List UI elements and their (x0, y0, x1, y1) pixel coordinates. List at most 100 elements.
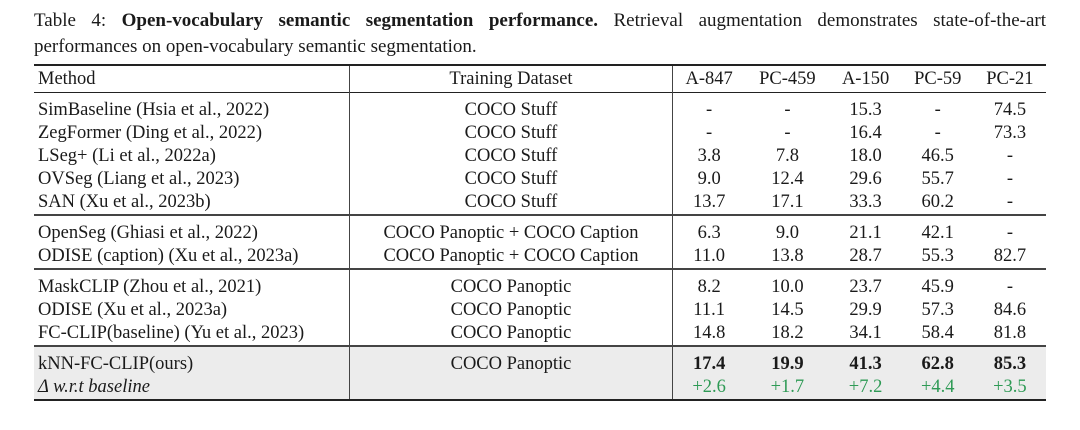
value-cell: 15.3 (849, 100, 882, 120)
method-cell: ODISE (Xu et al., 2023a) (34, 299, 350, 322)
value-cell: 74.5 (993, 100, 1027, 120)
value-cell: 45.9 (921, 277, 954, 297)
method-cell: MaskCLIP (Zhou et al., 2021) (34, 269, 350, 299)
dataset-cell: COCO Panoptic (349, 322, 673, 346)
table-row: SimBaseline (Hsia et al., 2022) COCO Stuf… (34, 92, 1046, 122)
value-cell: 23.7 (849, 277, 882, 297)
table-row: MaskCLIP (Zhou et al., 2021) COCO Panopti… (34, 269, 1046, 299)
value-cell: - (1006, 192, 1013, 212)
dataset-cell: COCO Stuff (349, 145, 673, 168)
dataset-cell (349, 376, 673, 400)
value-cell: +1.7 (745, 376, 830, 400)
table-row: OVSeg (Liang et al., 2023) COCO Stuff 9.0 1… (34, 168, 1046, 191)
header-dataset: Training Dataset (349, 65, 673, 93)
caption-title: Open-vocabulary semantic segmentation pe… (121, 10, 599, 31)
table-row: OpenSeg (Ghiasi et al., 2022) COCO Panopt… (34, 215, 1046, 245)
value-cell: 11.1 (693, 300, 725, 320)
value-cell: 18.2 (771, 323, 804, 343)
value-cell: 7.8 (775, 146, 799, 166)
value-cell: 9.0 (697, 169, 721, 189)
header-pc59: PC-59 (914, 68, 962, 89)
method-cell: kNN-FC-CLIP(ours) (34, 346, 350, 376)
table-row: ZegFormer (Ding et al., 2022) COCO Stuff -… (34, 122, 1046, 145)
value-cell: 55.7 (921, 169, 954, 189)
dataset-cell: COCO Panoptic (349, 269, 673, 299)
method-cell: OVSeg (Liang et al., 2023) (34, 168, 350, 191)
results-table: Method Training Dataset A-847 PC-459 A-1… (34, 64, 1046, 401)
value-cell: 17.4 (672, 346, 746, 376)
caption-text: Retrieval augmentation demonstrates stat… (34, 10, 1047, 57)
caption-label: Table 4: (34, 10, 107, 31)
table-row: FC-CLIP(baseline) (Yu et al., 2023) COCO … (34, 322, 1046, 346)
value-cell: - (706, 100, 713, 120)
value-cell: 41.3 (829, 346, 902, 376)
value-cell: 84.6 (993, 300, 1027, 320)
dataset-cell: COCO Stuff (349, 92, 673, 122)
value-cell: 9.0 (775, 223, 799, 243)
table-row: kNN-FC-CLIP(ours) COCO Panoptic 17.4 19.9 41… (34, 346, 1046, 376)
header-row: Method Training Dataset A-847 PC-459 A-1… (34, 65, 1046, 93)
value-cell: 6.3 (697, 223, 721, 243)
value-cell: 28.7 (849, 246, 882, 266)
table-row: ODISE (caption) (Xu et al., 2023a) COCO P… (34, 245, 1046, 269)
dataset-cell: COCO Panoptic (349, 346, 673, 376)
value-cell: +4.4 (901, 376, 974, 400)
value-cell: - (934, 100, 941, 120)
dataset-cell: COCO Stuff (349, 168, 673, 191)
dataset-cell: COCO Panoptic + COCO Caption (349, 245, 673, 269)
value-cell: 17.1 (771, 192, 804, 212)
value-cell: 14.5 (771, 300, 804, 320)
value-cell: 42.1 (921, 223, 954, 243)
value-cell: 18.0 (849, 146, 882, 166)
value-cell: 46.5 (921, 146, 954, 166)
value-cell: 73.3 (993, 123, 1027, 143)
header-a847: A-847 (685, 68, 733, 89)
value-cell: 34.1 (849, 323, 882, 343)
value-cell: - (1006, 277, 1013, 297)
method-cell: OpenSeg (Ghiasi et al., 2022) (34, 215, 350, 245)
table-row: SAN (Xu et al., 2023b) COCO Stuff 13.7 17.1… (34, 191, 1046, 215)
value-cell: 29.9 (849, 300, 882, 320)
method-cell: Δ w.r.t baseline (34, 376, 350, 400)
value-cell: 33.3 (849, 192, 882, 212)
value-cell: 82.7 (993, 246, 1027, 266)
dataset-cell: COCO Panoptic (349, 299, 673, 322)
value-cell: 62.8 (901, 346, 974, 376)
value-cell: - (784, 123, 791, 143)
value-cell: - (1006, 169, 1013, 189)
value-cell: - (706, 123, 713, 143)
header-pc459: PC-459 (759, 68, 816, 89)
table-body: SimBaseline (Hsia et al., 2022) COCO Stuf… (34, 92, 1046, 400)
method-cell: FC-CLIP(baseline) (Yu et al., 2023) (34, 322, 350, 346)
table-row: Δ w.r.t baseline +2.6 +1.7 +7.2 +4.4 +3.5 (34, 376, 1046, 400)
header-a150: A-150 (841, 68, 890, 89)
value-cell: 85.3 (973, 346, 1046, 376)
dataset-cell: COCO Panoptic + COCO Caption (349, 215, 673, 245)
value-cell: 8.2 (697, 277, 721, 297)
method-cell: SimBaseline (Hsia et al., 2022) (34, 92, 350, 122)
value-cell: 19.9 (745, 346, 830, 376)
value-cell: 13.8 (771, 246, 804, 266)
table-row: LSeg+ (Li et al., 2022a) COCO Stuff 3.8 7.8… (34, 145, 1046, 168)
value-cell: 3.8 (697, 146, 721, 166)
value-cell: 10.0 (771, 277, 804, 297)
value-cell: 57.3 (921, 300, 954, 320)
value-cell: +7.2 (829, 376, 902, 400)
value-cell: 29.6 (849, 169, 882, 189)
method-cell: ZegFormer (Ding et al., 2022) (34, 122, 350, 145)
value-cell: 16.4 (849, 123, 882, 143)
value-cell: 60.2 (921, 192, 954, 212)
value-cell: - (934, 123, 941, 143)
value-cell: 21.1 (849, 223, 882, 243)
value-cell: 11.0 (693, 246, 725, 266)
value-cell: 14.8 (692, 323, 726, 343)
method-cell: ODISE (caption) (Xu et al., 2023a) (34, 245, 350, 269)
value-cell: 81.8 (993, 323, 1027, 343)
header-pc21: PC-21 (986, 68, 1034, 89)
method-cell: LSeg+ (Li et al., 2022a) (34, 145, 350, 168)
value-cell: 12.4 (771, 169, 804, 189)
method-cell: SAN (Xu et al., 2023b) (34, 191, 350, 215)
value-cell: +3.5 (973, 376, 1046, 400)
value-cell: - (784, 100, 791, 120)
header-method: Method (34, 65, 350, 93)
